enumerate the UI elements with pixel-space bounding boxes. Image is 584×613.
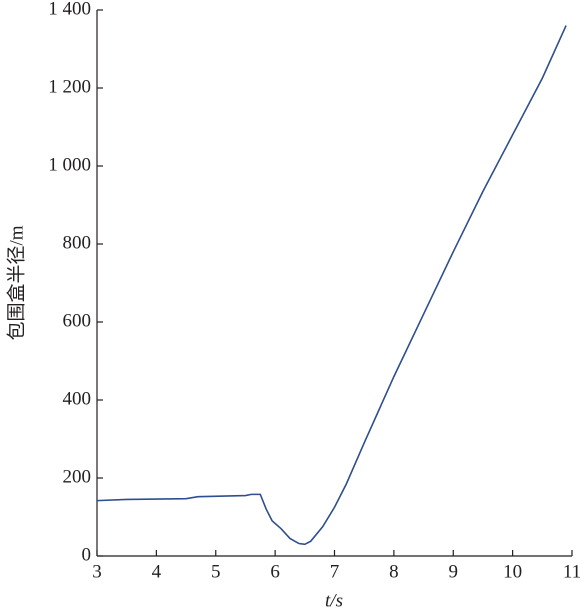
x-tick-label: 8 [389, 561, 399, 582]
y-tick-label: 800 [63, 232, 92, 253]
y-tick-label: 1 200 [48, 76, 91, 97]
x-tick-label: 7 [330, 561, 340, 582]
y-tick-label: 1 000 [48, 154, 91, 175]
x-tick-label: 9 [449, 561, 459, 582]
y-axis-label: 包围盒半径/m [5, 225, 27, 340]
x-tick-label: 10 [503, 561, 522, 582]
y-tick-label: 200 [63, 466, 92, 487]
y-tick-label: 0 [82, 544, 92, 565]
y-tick-label: 600 [63, 310, 92, 331]
data-line [96, 25, 567, 546]
x-axis-label: t/s [325, 590, 343, 611]
x-tick-label: 3 [92, 561, 102, 582]
x-tick-label: 4 [152, 561, 162, 582]
y-tick-label: 400 [63, 388, 92, 409]
y-tick-label: 1 400 [48, 0, 91, 19]
x-tick-label: 5 [211, 561, 221, 582]
x-tick-label: 6 [270, 561, 280, 582]
x-tick-label: 11 [563, 561, 581, 582]
